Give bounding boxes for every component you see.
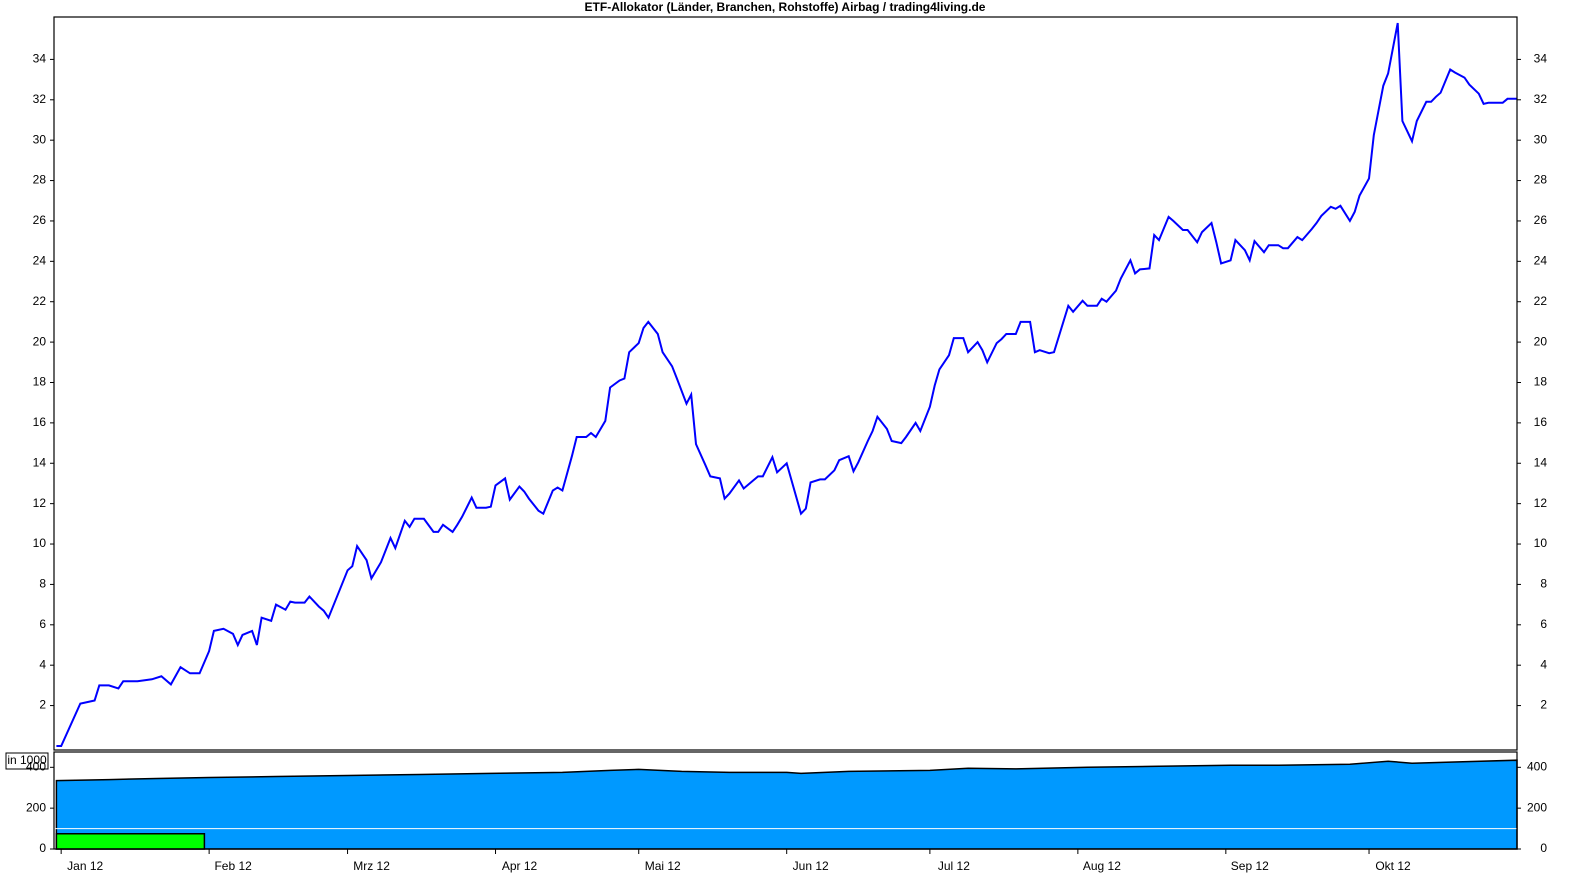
- x-tick-label: Sep 12: [1231, 859, 1269, 873]
- y2-tick-label: 34: [1534, 52, 1548, 66]
- area: [55, 759, 1518, 850]
- y-tick-label: 12: [33, 496, 47, 510]
- y2-tick-label: 30: [1534, 132, 1548, 146]
- y2-tick-label: 18: [1534, 375, 1548, 389]
- x-tick-label: Aug 12: [1083, 859, 1121, 873]
- y2-tick-label: 6: [1540, 617, 1547, 631]
- y-tick-label: 24: [33, 254, 47, 268]
- y-tick-label: 22: [33, 294, 47, 308]
- y2-tick-label: 32: [1534, 92, 1548, 106]
- x-tick-label: Feb 12: [214, 859, 252, 873]
- x-tick-label: Jun 12: [793, 859, 829, 873]
- y2-tick-label: 26: [1534, 213, 1548, 227]
- y-tick-label: 28: [33, 173, 47, 187]
- y2-tick-label: 10: [1534, 536, 1548, 550]
- y-tick-label: 6: [39, 617, 46, 631]
- x-tick-label: Mai 12: [645, 859, 681, 873]
- y-tick-label: 8: [39, 577, 46, 591]
- y2-tick-label: 12: [1534, 496, 1548, 510]
- x-tick-label: Apr 12: [502, 859, 538, 873]
- y-tick-label: 400: [26, 759, 46, 773]
- y2-tick-label: 16: [1534, 415, 1548, 429]
- y2-tick-label: 8: [1540, 577, 1547, 591]
- y2-tick-label: 400: [1527, 759, 1547, 773]
- plot-frame: [53, 16, 1518, 751]
- y-tick-label: 26: [33, 213, 47, 227]
- area: [55, 832, 206, 850]
- y-tick-label: 34: [33, 52, 47, 66]
- y2-tick-label: 22: [1534, 294, 1548, 308]
- y2-tick-label: 28: [1534, 173, 1548, 187]
- y2-tick-label: 200: [1527, 800, 1547, 814]
- unit-box: [5, 752, 49, 770]
- y-tick-label: 2: [39, 698, 46, 712]
- y-tick-label: 30: [33, 132, 47, 146]
- plot-frame: [53, 751, 1518, 850]
- data-line: [56, 22, 1517, 747]
- x-tick-label: Okt 12: [1375, 859, 1411, 873]
- y-tick-label: 16: [33, 415, 47, 429]
- x-tick-label: Jul 12: [938, 859, 970, 873]
- panel: 0 0 200 200 400 400 Jan 12 Feb 12 Mrz 12 Apr 12 Ma…: [26, 751, 1547, 873]
- y2-tick-label: 24: [1534, 254, 1548, 268]
- y-tick-label: 200: [26, 800, 46, 814]
- y2-tick-label: 20: [1534, 334, 1548, 348]
- x-tick-label: Jan 12: [67, 859, 103, 873]
- y-tick-label: 18: [33, 375, 47, 389]
- y-tick-label: 0: [39, 841, 46, 855]
- unit-label: in 1000: [7, 753, 47, 767]
- y-tick-label: 14: [33, 455, 47, 469]
- y-tick-label: 10: [33, 536, 47, 550]
- y-tick-label: 32: [33, 92, 47, 106]
- y-tick-label: 20: [33, 334, 47, 348]
- chart-title: ETF-Allokator (Länder, Branchen, Rohstof…: [585, 0, 986, 14]
- x-tick-label: Mrz 12: [353, 859, 390, 873]
- y2-tick-label: 4: [1540, 657, 1547, 671]
- y2-tick-label: 0: [1540, 841, 1547, 855]
- y2-tick-label: 2: [1540, 698, 1547, 712]
- y2-tick-label: 14: [1534, 455, 1548, 469]
- y-tick-label: 4: [39, 657, 46, 671]
